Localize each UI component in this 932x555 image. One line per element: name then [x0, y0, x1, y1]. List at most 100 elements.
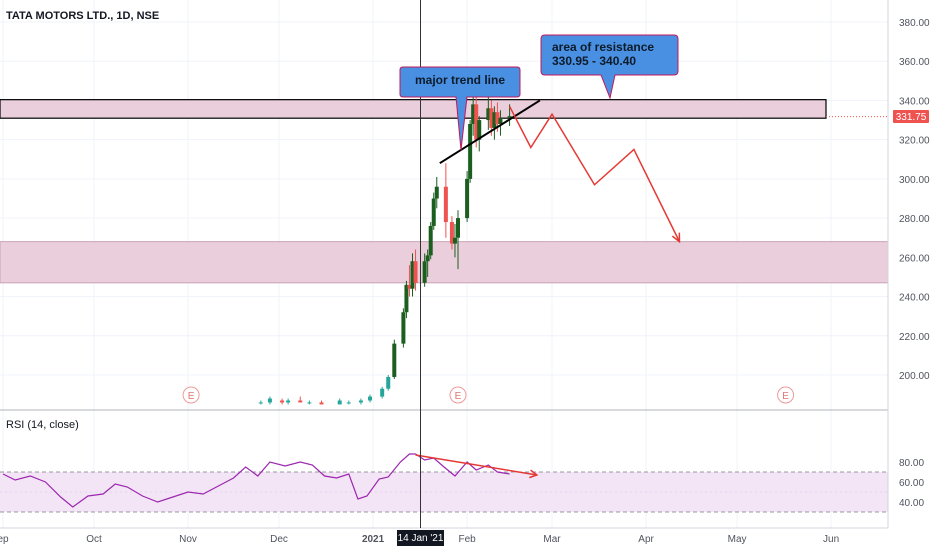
rsi-tick-label: 60.00	[899, 478, 924, 489]
time-tick-label: Oct	[86, 534, 102, 545]
earnings-marker-label: E	[455, 391, 462, 402]
time-tick-label: Jun	[823, 534, 839, 545]
candle-body	[267, 398, 272, 403]
time-tick-label: Mar	[543, 534, 561, 545]
crosshair-date-label: 14 Jan '21	[398, 533, 444, 544]
candle-body	[258, 402, 263, 404]
price-tick-label: 300.00	[899, 175, 930, 186]
rsi-line[interactable]	[2, 453, 510, 508]
earnings-marker[interactable]: E	[777, 386, 795, 404]
rsi-tick-label: 80.00	[899, 458, 924, 469]
candle-body	[452, 237, 457, 244]
support-zone[interactable]	[0, 241, 889, 284]
rsi-title: RSI (14, close)	[6, 419, 79, 431]
earnings-marker-label: E	[188, 391, 195, 402]
candle-body	[474, 104, 479, 140]
price-tick-label: 360.00	[899, 57, 930, 68]
candle-body	[507, 116, 512, 119]
candle-body	[495, 112, 500, 124]
resistance-callout[interactable]: area of resistance 330.95 - 340.40	[540, 34, 679, 100]
candle-body	[422, 261, 427, 283]
trend-line-callout[interactable]: major trend line	[399, 66, 521, 151]
price-tick-label: 340.00	[899, 96, 930, 107]
projection-path[interactable]	[508, 105, 681, 242]
candle-body	[465, 178, 470, 219]
zones-layer	[0, 99, 889, 284]
candle-body	[368, 396, 373, 401]
candle-body	[471, 104, 476, 124]
earnings-marker[interactable]: E	[449, 386, 467, 404]
crosshair-date-tag	[397, 530, 444, 546]
candle-body	[443, 186, 448, 223]
rsi-divergence-arrowhead	[529, 469, 539, 479]
trend-callout-text: major trend line	[415, 73, 505, 87]
axis-layer: 380.00 360.00 340.00 320.00 300.00 280.00 260.…	[0, 18, 930, 545]
time-tick-label: Feb	[458, 534, 476, 545]
time-tick-label: Nov	[179, 534, 197, 545]
symbol-title: TATA MOTORS LTD., 1D, NSE	[6, 10, 159, 22]
candle-body	[358, 400, 363, 403]
resistance-callout-line1: area of resistance	[552, 40, 654, 54]
price-tick-label: 240.00	[899, 293, 930, 304]
candle-body	[486, 108, 491, 121]
price-tick-label: 320.00	[899, 136, 930, 147]
price-tick-label: 200.00	[899, 371, 930, 382]
resistance-zone[interactable]	[0, 99, 827, 119]
trend-line[interactable]	[439, 99, 541, 165]
last-price-label: 331.75	[896, 112, 927, 123]
candle-body	[386, 376, 391, 389]
candle-body	[434, 186, 439, 199]
resistance-callout-line2: 330.95 - 340.40	[552, 54, 636, 68]
candle-body	[319, 402, 324, 405]
candle-body	[286, 400, 291, 403]
candle-body	[337, 400, 342, 405]
candle-body	[307, 402, 312, 404]
price-tick-label: 280.00	[899, 214, 930, 225]
time-tick-label: ep	[0, 534, 9, 545]
earnings-marker-circle	[449, 386, 467, 404]
candle-body	[407, 284, 412, 289]
candle-body	[401, 312, 406, 344]
trend-callout-bubble	[399, 66, 521, 151]
candle-body	[498, 118, 503, 124]
candle-body	[346, 402, 351, 404]
candle-body	[449, 222, 454, 244]
candle-body	[431, 198, 436, 226]
rsi-layer	[0, 453, 888, 513]
candle-body	[410, 261, 415, 289]
earnings-marker[interactable]: E	[182, 386, 200, 404]
time-tick-label: Dec	[270, 534, 288, 545]
candle-body	[489, 108, 494, 128]
price-tick-label: 220.00	[899, 332, 930, 343]
time-tick-label: Apr	[638, 534, 654, 545]
projection-arrowhead	[671, 232, 681, 244]
candle-body	[477, 120, 482, 140]
candle-body	[298, 400, 303, 403]
candle-body	[404, 284, 409, 313]
resistance-callout-bubble	[540, 34, 679, 100]
last-price-tag	[893, 110, 929, 123]
time-tick-label: 2021	[362, 534, 385, 545]
time-tick-label: May	[728, 534, 747, 545]
candle-body	[413, 261, 418, 283]
price-tick-label: 380.00	[899, 18, 930, 29]
candle-body	[468, 123, 473, 179]
candle-body	[380, 388, 385, 397]
rsi-tick-label: 40.00	[899, 498, 924, 509]
candles-layer	[258, 96, 512, 405]
candle-body	[428, 225, 433, 256]
earnings-marker-label: E	[782, 391, 789, 402]
price-tick-label: 260.00	[899, 253, 930, 264]
rsi-band	[0, 472, 888, 512]
candle-body	[280, 400, 285, 403]
earnings-marker-circle	[182, 386, 200, 404]
rsi-divergence-line[interactable]	[415, 454, 537, 476]
candle-body	[392, 343, 397, 377]
candle-body	[492, 112, 497, 128]
earnings-marker-circle	[777, 386, 795, 404]
candle-body	[456, 218, 460, 238]
candle-body	[425, 255, 430, 262]
